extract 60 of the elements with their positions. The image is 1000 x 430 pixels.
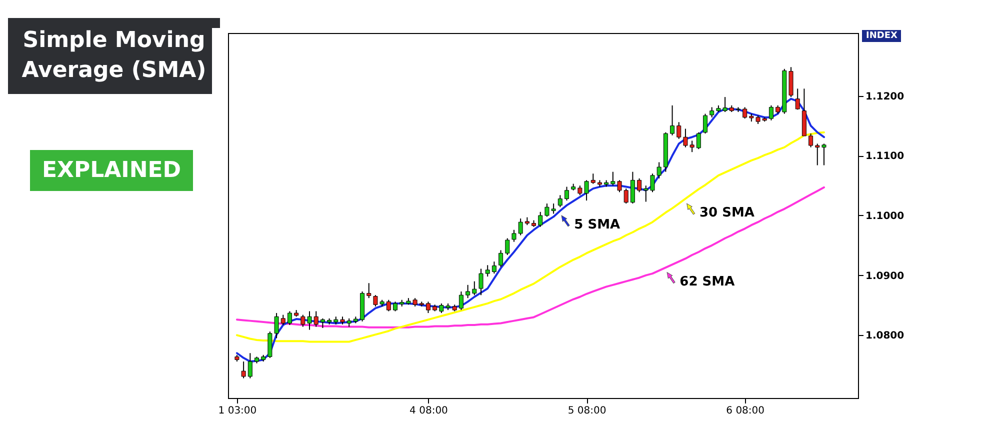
candlestick — [466, 284, 470, 299]
candlestick — [644, 185, 648, 202]
y-tick-label: 1.1100 — [866, 151, 904, 162]
candlestick — [624, 188, 628, 204]
line-series — [236, 131, 825, 343]
candlestick — [788, 66, 794, 98]
candlestick — [637, 178, 642, 193]
candlestick — [696, 132, 701, 150]
candlestick — [300, 314, 306, 328]
candlestick — [485, 264, 490, 278]
legend-label: 62 SMA — [680, 274, 735, 290]
candlestick — [670, 104, 675, 136]
candlestick — [710, 106, 714, 118]
candlestick — [703, 113, 708, 134]
candlestick — [768, 104, 774, 121]
candlestick — [366, 282, 372, 299]
candlestick — [822, 143, 826, 166]
candlestick — [610, 171, 616, 186]
candlestick — [815, 143, 820, 166]
candlestick — [492, 261, 496, 274]
y-tick-label: 1.1000 — [866, 211, 904, 222]
candlestick — [248, 352, 252, 379]
candlestick — [795, 88, 800, 110]
legend-label: 30 SMA — [699, 206, 754, 221]
candlestick — [458, 290, 464, 311]
candlestick — [564, 186, 569, 202]
candlestick — [472, 280, 477, 296]
x-tick-label: 4 08:00 — [410, 406, 448, 416]
legend-label: 5 SMA — [574, 218, 620, 233]
candlestick — [630, 171, 635, 204]
text: EXPLAINED — [30, 150, 194, 191]
candlestick — [676, 122, 682, 140]
y-tick-label: 1.0800 — [866, 330, 904, 342]
candlestick — [538, 211, 543, 228]
candlestick — [393, 301, 398, 312]
y-tick-label: 1.1200 — [866, 91, 904, 102]
x-tick-label: 6 08:00 — [726, 406, 765, 416]
candlestick — [478, 268, 484, 296]
candlestick — [280, 314, 286, 326]
candlestick — [241, 361, 246, 379]
candlestick — [558, 194, 562, 208]
candlestick — [808, 133, 814, 148]
candlestick — [314, 310, 318, 328]
candlestick — [320, 318, 325, 328]
candlestick — [386, 299, 391, 312]
candlestick — [617, 180, 622, 193]
candlestick — [498, 250, 504, 268]
candlestick — [426, 301, 430, 314]
candlestick — [287, 310, 292, 326]
candlestick — [742, 106, 748, 120]
text: INDEX — [862, 30, 902, 42]
chart-title: Simple Moving Average (SMA) — [8, 18, 220, 94]
x-tick-label: 1 03:00 — [218, 406, 257, 416]
candlestick — [505, 238, 510, 256]
candlestick — [590, 173, 596, 184]
candlestick — [650, 173, 655, 193]
x-tick-label: 5 08:00 — [568, 406, 606, 416]
candlestick — [656, 162, 662, 179]
y-tick-label: 1.0900 — [866, 270, 904, 282]
candlestick — [307, 310, 312, 330]
